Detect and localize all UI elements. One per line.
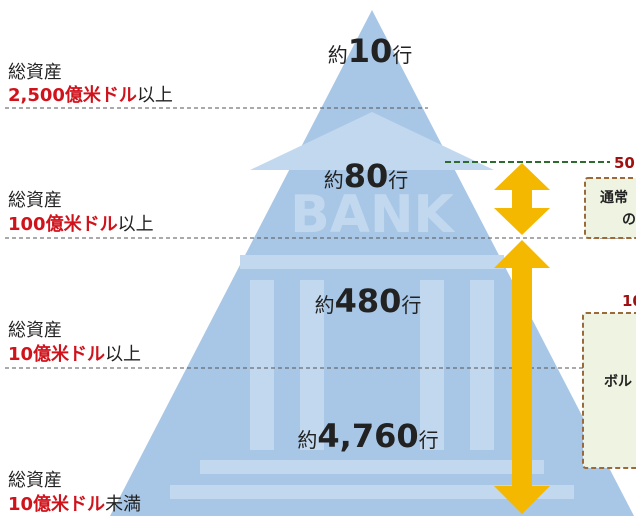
asset-range: 100億米ドル以上 [8, 213, 154, 235]
note-text: の [622, 212, 636, 228]
side-notes: 50 通常 の 10 ボル [583, 154, 636, 468]
note-text: 通常 [600, 189, 628, 206]
pyramid-diagram: BANK 約10行 約80行 約480行 約4,760行 総資産 2,500億米… [0, 0, 636, 516]
note-marker: 10 [622, 292, 636, 310]
note-box [583, 313, 636, 468]
asset-heading: 総資産 [8, 470, 62, 491]
asset-range: 10億米ドル未満 [8, 493, 141, 515]
note-box [585, 178, 636, 238]
asset-heading: 総資産 [8, 62, 62, 83]
asset-range: 10億米ドル以上 [8, 343, 141, 365]
tier-label: 約10行 [328, 32, 413, 70]
asset-range: 2,500億米ドル以上 [8, 84, 173, 106]
note-marker: 50 [614, 154, 635, 172]
note-text: ボル [604, 374, 632, 390]
tier-label: 約4,760行 [297, 417, 438, 455]
asset-heading: 総資産 [8, 190, 62, 211]
asset-heading: 総資産 [8, 320, 62, 341]
